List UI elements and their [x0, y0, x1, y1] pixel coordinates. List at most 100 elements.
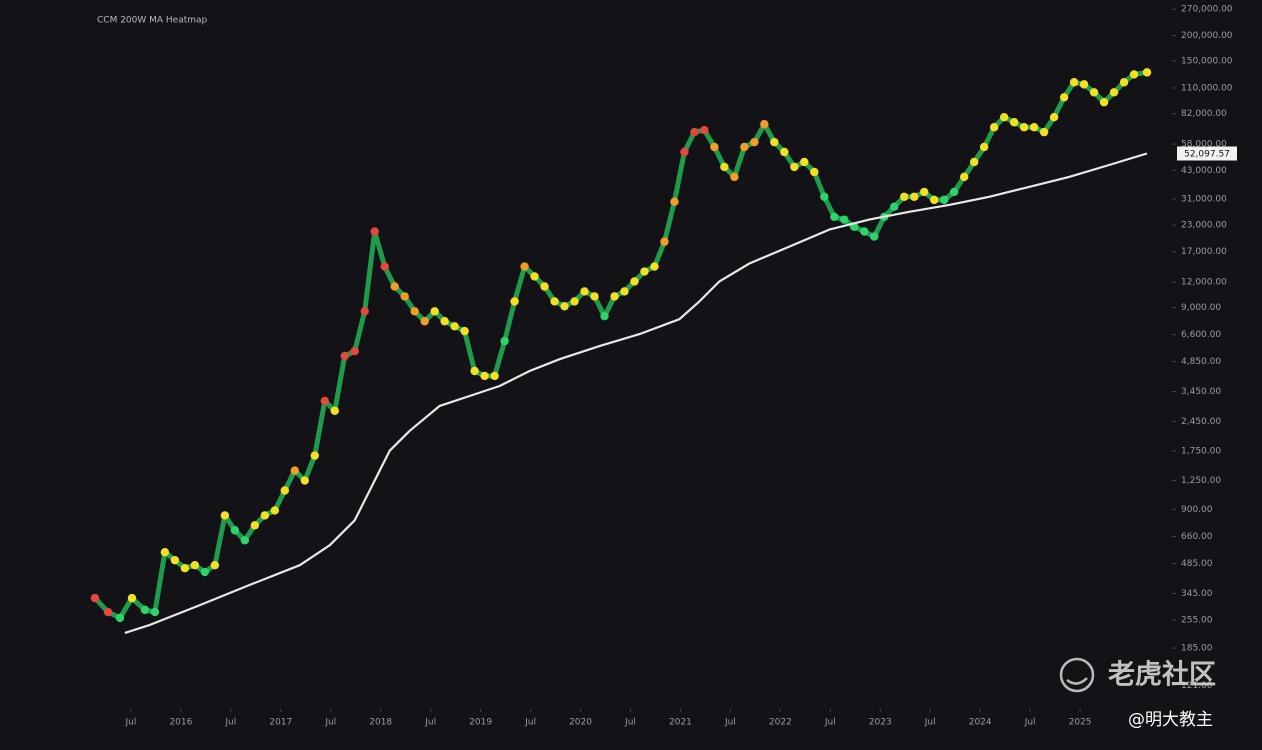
price-point — [600, 311, 609, 321]
price-point — [390, 282, 399, 291]
x-tick-label: Jul — [224, 718, 236, 728]
y-tick-label: 485.00 — [1181, 559, 1213, 569]
price-point — [969, 157, 979, 167]
price-point — [650, 262, 659, 271]
price-point — [959, 172, 969, 182]
price-point — [910, 192, 919, 201]
price-point — [430, 307, 439, 316]
price-point — [900, 192, 909, 201]
y-tick-label: 3,450.00 — [1181, 387, 1221, 397]
x-tick-label: Jul — [624, 718, 636, 728]
price-point — [400, 292, 409, 301]
y-tick-label: 660.00 — [1181, 532, 1213, 542]
x-tick-label: Jul — [724, 718, 736, 728]
price-point — [220, 511, 230, 520]
price-point — [1089, 88, 1099, 97]
price-point — [1009, 118, 1019, 127]
price-point — [670, 197, 679, 206]
y-tick-label: 150,000.00 — [1181, 56, 1233, 66]
price-point — [580, 287, 589, 296]
price-point — [620, 287, 629, 296]
y-tick-label: 200,000.00 — [1181, 31, 1233, 41]
x-tick-label: Jul — [524, 718, 536, 728]
price-point — [470, 366, 479, 376]
x-tick-label: 2020 — [569, 718, 592, 728]
y-tick-label: 1,750.00 — [1181, 447, 1221, 457]
price-point — [1059, 93, 1069, 102]
price-point — [800, 157, 809, 167]
price-point — [300, 476, 309, 485]
watermark: 老虎社区 @明大教主 — [1059, 657, 1216, 730]
price-point — [1099, 98, 1109, 107]
price-point — [989, 123, 999, 132]
price-point — [1019, 123, 1029, 132]
price-point — [1079, 80, 1089, 89]
price-point — [1119, 78, 1129, 87]
price-point — [250, 521, 260, 530]
price-point — [940, 195, 949, 205]
x-tick-label: Jul — [924, 718, 936, 728]
price-point — [770, 137, 779, 147]
x-tick-label: 2016 — [169, 718, 192, 728]
y-tick-label: 900.00 — [1181, 505, 1213, 515]
y-tick-label: 2,450.00 — [1181, 417, 1221, 427]
price-point — [380, 262, 389, 271]
price-point — [560, 302, 569, 311]
x-tick-label: 2025 — [1069, 718, 1092, 728]
price-point — [920, 187, 929, 197]
price-point — [610, 292, 619, 301]
y-tick-label: 270,000.00 — [1181, 5, 1233, 15]
value-label: 52,097.57 — [1184, 149, 1230, 159]
price-point — [270, 506, 280, 515]
y-tick-label: 17,000.00 — [1181, 247, 1227, 257]
price-point — [260, 511, 270, 520]
price-point — [127, 593, 137, 603]
watermark-icon — [1066, 677, 1088, 685]
price-point — [700, 125, 709, 135]
price-point — [160, 548, 170, 557]
price-point — [103, 607, 113, 617]
price-point — [1069, 78, 1079, 87]
price-point — [340, 351, 349, 361]
price-point — [490, 371, 499, 381]
watermark-brand: 老虎社区 — [1108, 659, 1216, 691]
plot: 121.00 185.00 255.00 345.00 485.00 660.00 900.… — [90, 5, 1233, 728]
y-tick-label: 110,000.00 — [1181, 83, 1233, 93]
price-point — [1049, 113, 1059, 122]
price-point — [740, 142, 749, 152]
price-point — [870, 232, 879, 241]
price-point — [350, 346, 359, 356]
price-point — [830, 212, 839, 222]
price-point — [150, 607, 160, 617]
y-tick-label: 12,000.00 — [1181, 278, 1227, 288]
x-tick-label: Jul — [824, 718, 836, 728]
price-point — [750, 137, 759, 147]
price-point — [320, 396, 329, 406]
price-point — [690, 127, 699, 137]
price-point — [530, 272, 539, 281]
x-tick-label: 2019 — [469, 718, 492, 728]
watermark-author: @明大教主 — [1128, 710, 1213, 730]
price-point — [280, 486, 290, 495]
y-tick-label: 43,000.00 — [1181, 166, 1227, 176]
x-tick-label: Jul — [125, 718, 137, 728]
price-point — [1029, 123, 1039, 132]
price-point — [500, 336, 509, 346]
price-point — [410, 307, 419, 316]
x-tick-label: 2024 — [969, 718, 992, 728]
price-point — [949, 187, 959, 197]
price-point — [540, 282, 549, 291]
price-point — [290, 466, 299, 475]
price-point — [660, 237, 669, 246]
y-tick-label: 82,000.00 — [1181, 109, 1227, 119]
price-point — [480, 371, 489, 381]
price-point — [240, 536, 250, 545]
x-tick-label: Jul — [1024, 718, 1036, 728]
price-point — [330, 406, 339, 415]
price-point — [720, 162, 729, 172]
price-point — [999, 113, 1009, 122]
y-tick-label: 185.00 — [1181, 644, 1213, 654]
y-tick-label: 345.00 — [1181, 589, 1213, 599]
